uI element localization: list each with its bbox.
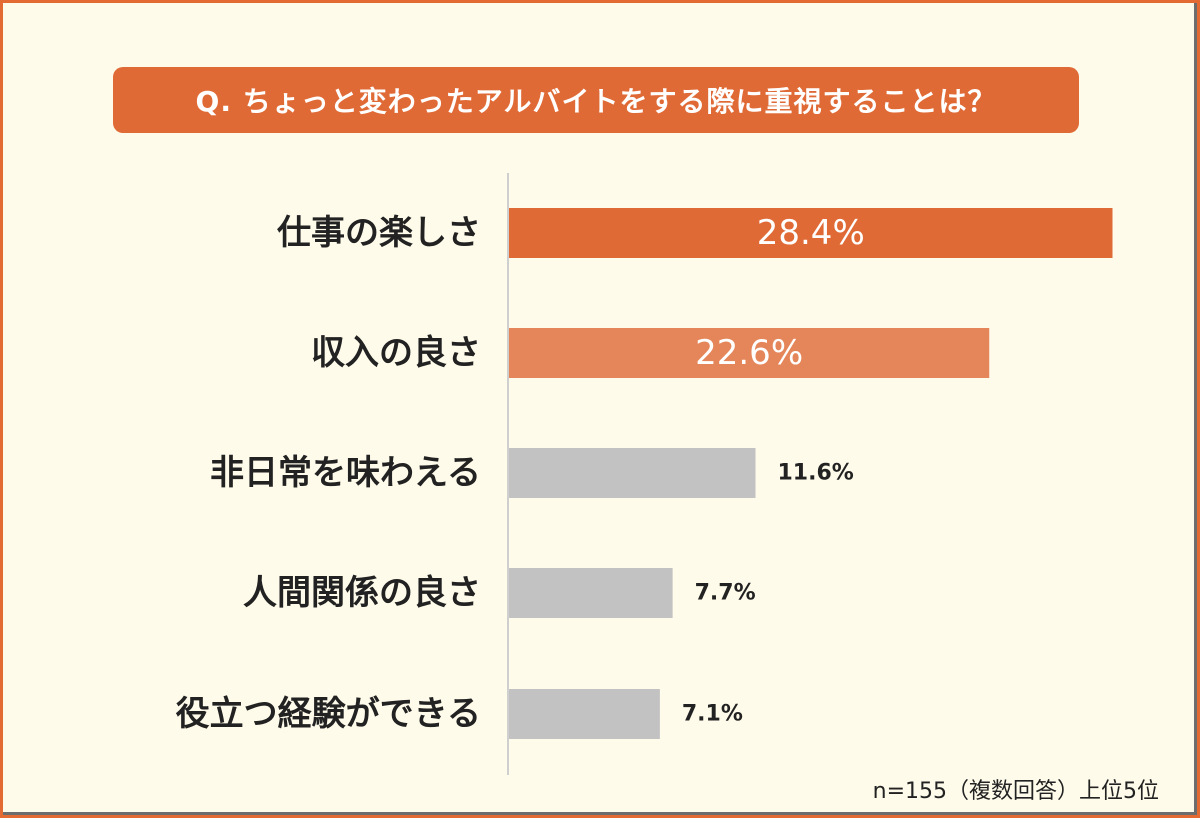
value-label: 11.6% [778,461,854,486]
bar [509,689,660,739]
question-banner: Q. ちょっと変わったアルバイトをする際に重視することは？ [113,67,1079,133]
category-label: 非日常を味わえる [210,453,481,493]
value-label: 22.6% [695,333,803,373]
bar [509,568,673,618]
bar-chart: 仕事の楽しさ 28.4% 収入の良さ 22.6% 非日常を味わえる 11.6% 人間関係の良… [176,173,1113,775]
bar [509,208,1113,258]
bar [509,328,990,378]
question-title: Q. ちょっと変わったアルバイトをする際に重視することは？ [195,85,997,118]
value-label: 7.7% [695,581,756,606]
category-label: 収入の良さ [311,333,481,373]
category-label: 役立つ経験ができる [176,694,481,734]
value-label: 28.4% [757,213,865,253]
category-label: 仕事の楽しさ [277,213,481,253]
bar [509,448,756,498]
value-label: 7.1% [682,702,743,727]
sample-note: n=155（複数回答）上位5位 [872,779,1159,804]
category-label: 人間関係の良さ [243,573,481,613]
